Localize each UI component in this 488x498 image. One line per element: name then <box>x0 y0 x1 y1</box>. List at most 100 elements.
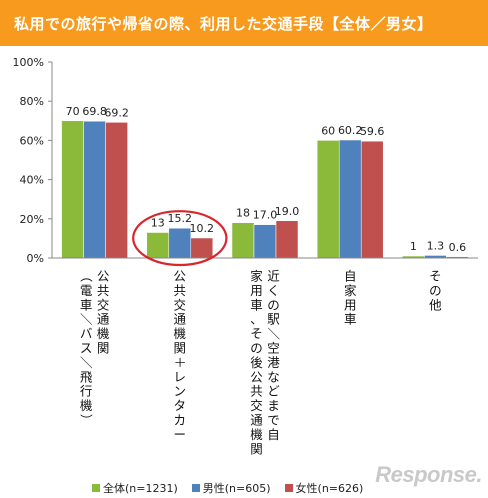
data-label: 10.2 <box>190 222 215 235</box>
category-label-glyph: 家 <box>250 269 263 284</box>
y-tick-label: 0% <box>27 252 44 265</box>
data-label: 15.2 <box>168 212 193 225</box>
data-label: 1 <box>410 240 417 253</box>
data-label: 59.6 <box>360 125 385 138</box>
category-label-glyph: 空 <box>267 341 280 356</box>
data-label: 1.3 <box>427 239 445 252</box>
category-label-glyph: ま <box>267 398 280 413</box>
bar <box>61 120 84 259</box>
legend-swatch-male <box>191 484 200 492</box>
data-label: 0.6 <box>449 241 467 254</box>
category-label-glyph: 機 <box>97 326 110 341</box>
category-label-glyph: 家 <box>344 283 357 298</box>
bar <box>231 222 255 259</box>
legend-item-female: 女性(n=626) <box>284 480 364 496</box>
category-label-glyph: 他 <box>429 297 442 312</box>
category-label-glyph: 用 <box>250 283 263 298</box>
category-label-glyph: そ <box>250 326 263 341</box>
category-label-glyph: 自 <box>344 269 357 284</box>
data-label: 13 <box>151 217 165 230</box>
bar <box>275 220 299 259</box>
category-label-glyph: 関 <box>174 341 187 356</box>
category-label-glyph: 車 <box>250 297 263 312</box>
category-label-glyph: な <box>267 369 280 384</box>
bar <box>316 140 340 259</box>
response-watermark-logo: Response. <box>375 462 482 487</box>
data-label: 60 <box>321 124 335 137</box>
category-label-glyph: 関 <box>250 441 263 456</box>
y-tick-label: 60% <box>20 134 44 147</box>
category-label-glyph: ／ <box>266 327 281 340</box>
bar <box>360 140 384 259</box>
y-tick-label: 40% <box>20 174 44 187</box>
category-label-glyph: ン <box>174 384 187 399</box>
category-label-glyph: 共 <box>250 384 263 399</box>
category-label-glyph: バ <box>80 326 93 341</box>
data-label: 60.2 <box>338 124 363 137</box>
title-bar: 私用での旅行や帰省の際、利用した交通手段【全体／男女】 <box>0 0 488 46</box>
bar <box>105 122 128 259</box>
bar <box>253 224 277 259</box>
category-label-glyph: 港 <box>267 355 280 370</box>
bar <box>168 227 192 259</box>
category-label-glyph: 通 <box>174 312 187 327</box>
category-label-glyph: 共 <box>174 283 187 298</box>
category-label-glyph: 公 <box>97 269 110 284</box>
category-label-glyph: レ <box>174 369 187 384</box>
legend-label-female: 女性(n=626) <box>295 482 364 495</box>
category-label-glyph: 自 <box>267 427 280 442</box>
category-label-glyph: 近 <box>267 269 280 284</box>
y-tick-label: 80% <box>20 95 44 108</box>
bar <box>338 139 362 259</box>
category-label-glyph: 公 <box>250 369 263 384</box>
legend-label-male: 男性(n=605) <box>202 482 271 495</box>
legend-item-total: 全体(n=1231) <box>92 480 178 496</box>
category-label-glyph: 後 <box>250 355 263 370</box>
bar <box>83 120 106 259</box>
category-label-glyph: ス <box>80 341 93 356</box>
category-label-glyph: 交 <box>174 297 187 312</box>
category-label-glyph: 通 <box>250 413 263 428</box>
legend-swatch-female <box>284 484 293 492</box>
y-tick-label: 20% <box>20 213 44 226</box>
data-label: 70 <box>66 105 80 118</box>
legend: 全体(n=1231) 男性(n=605) 女性(n=626) <box>92 480 363 496</box>
category-label-glyph: 共 <box>97 283 110 298</box>
category-label-glyph: 通 <box>97 312 110 327</box>
data-label: 18 <box>236 207 250 220</box>
category-label-glyph: ／ <box>79 313 94 326</box>
category-label-glyph: タ <box>174 398 187 413</box>
category-label-glyph: 交 <box>250 398 263 413</box>
category-label-glyph: 用 <box>344 297 357 312</box>
category-label-glyph: 、 <box>250 312 263 327</box>
data-label: 69.8 <box>82 105 107 118</box>
category-label-glyph: ） <box>79 414 94 427</box>
category-label-glyph: の <box>429 283 442 298</box>
bar <box>146 232 170 259</box>
category-label-glyph: ー <box>174 427 187 442</box>
category-label-glyph: 機 <box>174 326 187 341</box>
category-label-glyph: で <box>267 413 280 428</box>
category-label-glyph: 関 <box>97 341 110 356</box>
category-label-glyph: ど <box>267 384 280 399</box>
category-label-glyph: ＋ <box>172 356 187 369</box>
category-label-glyph: 機 <box>250 427 263 442</box>
data-label: 69.2 <box>104 106 129 119</box>
category-label-glyph: カ <box>174 413 187 428</box>
category-label-glyph: （ <box>79 270 94 283</box>
category-label-glyph: の <box>250 341 263 356</box>
chart-title: 私用での旅行や帰省の際、利用した交通手段【全体／男女】 <box>14 14 433 33</box>
category-label-glyph: 車 <box>344 312 357 327</box>
category-label-glyph: く <box>267 283 280 298</box>
category-label-glyph: 電 <box>80 283 93 298</box>
category-label-glyph: 飛 <box>80 369 93 384</box>
category-label-glyph: 機 <box>80 398 93 413</box>
category-label-glyph: の <box>267 297 280 312</box>
category-label-glyph: 公 <box>174 269 187 284</box>
category-label-glyph: ／ <box>79 356 94 369</box>
category-label-glyph: 行 <box>80 384 93 399</box>
data-label: 19.0 <box>275 205 300 218</box>
data-label: 17.0 <box>253 209 278 222</box>
category-label-glyph: そ <box>429 269 442 284</box>
